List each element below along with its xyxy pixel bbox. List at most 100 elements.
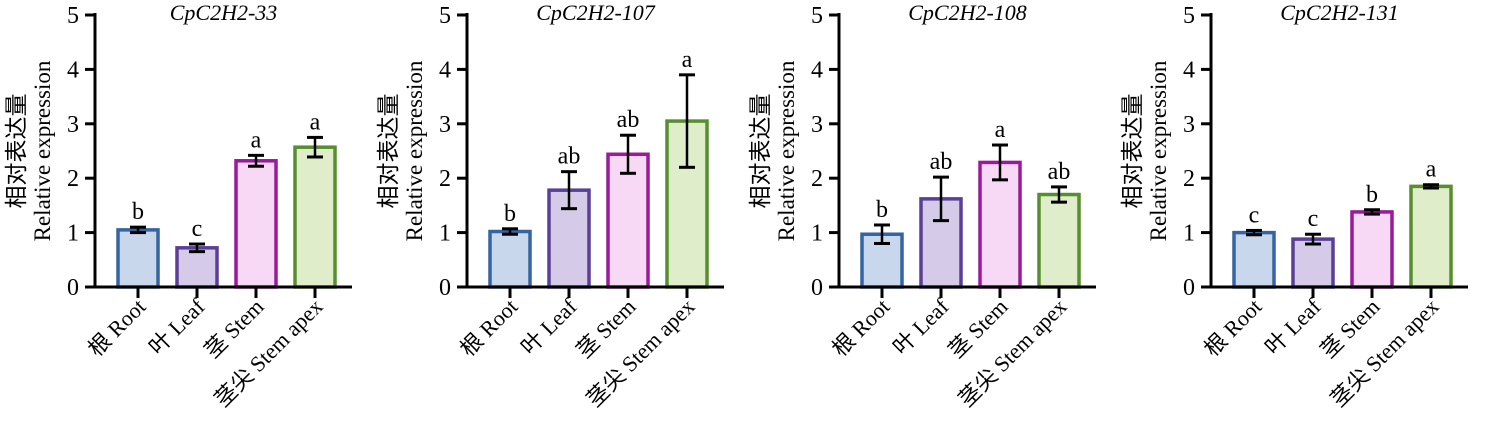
bar-leaf bbox=[1291, 237, 1335, 289]
y-axis-label-cn: 相对表达量 bbox=[748, 94, 773, 209]
error-bar bbox=[1305, 232, 1321, 246]
y-tick-label: 3 bbox=[811, 112, 823, 138]
y-axis-label-en: Relative expression bbox=[774, 60, 799, 241]
bar-root bbox=[1232, 230, 1276, 289]
y-axis-label-en: Relative expression bbox=[402, 60, 427, 241]
y-tick-label: 1 bbox=[1183, 221, 1195, 247]
error-bar bbox=[502, 227, 518, 236]
significance-letter: ab bbox=[1048, 159, 1071, 185]
bar-stem bbox=[978, 160, 1022, 289]
significance-letter: ab bbox=[617, 107, 640, 133]
error-bar bbox=[1246, 228, 1262, 237]
bar-root bbox=[116, 228, 160, 289]
significance-letter: a bbox=[251, 127, 262, 153]
x-tick-label: 叶 Leaf bbox=[516, 293, 582, 359]
y-tick-label: 0 bbox=[1183, 275, 1195, 301]
significance-letter: c bbox=[1249, 202, 1260, 228]
y-axis-label-cn: 相对表达量 bbox=[1120, 94, 1145, 209]
error-bar bbox=[307, 135, 323, 159]
y-tick-label: 3 bbox=[439, 112, 451, 138]
x-tick-label: 茎尖 Stem apex bbox=[1326, 294, 1444, 412]
bar-root bbox=[488, 229, 532, 289]
y-tick-label: 1 bbox=[811, 221, 823, 247]
bar-apex bbox=[1409, 184, 1453, 289]
x-tick-label: 根 Root bbox=[83, 294, 150, 361]
significance-letter: a bbox=[1426, 157, 1437, 183]
bar-stem bbox=[606, 152, 650, 289]
bar-apex bbox=[1037, 192, 1081, 289]
x-tick-label: 叶 Leaf bbox=[144, 293, 210, 359]
y-tick-label: 5 bbox=[811, 3, 823, 29]
y-tick-label: 5 bbox=[1183, 3, 1195, 29]
y-tick-label: 3 bbox=[67, 112, 79, 138]
error-bar bbox=[130, 225, 146, 235]
bar-apex bbox=[293, 145, 337, 289]
error-bar bbox=[1364, 208, 1380, 216]
y-tick-label: 1 bbox=[439, 221, 451, 247]
error-bar bbox=[189, 242, 205, 254]
error-bar bbox=[620, 133, 636, 175]
chart-title: CpC2H2-131 bbox=[1280, 0, 1399, 25]
bar-stem bbox=[234, 159, 278, 289]
y-tick-label: 0 bbox=[439, 275, 451, 301]
y-tick-label: 1 bbox=[67, 221, 79, 247]
x-tick-label: 根 Root bbox=[827, 294, 894, 361]
significance-letter: ab bbox=[558, 144, 581, 170]
error-bar bbox=[679, 73, 695, 169]
y-tick-label: 2 bbox=[1183, 166, 1195, 192]
x-tick-label: 茎尖 Stem apex bbox=[582, 294, 700, 412]
significance-letter: ab bbox=[930, 149, 953, 175]
x-tick-label: 根 Root bbox=[455, 294, 522, 361]
x-tick-label: 叶 Leaf bbox=[1260, 293, 1326, 359]
y-tick-label: 5 bbox=[67, 3, 79, 29]
error-bar bbox=[874, 223, 890, 245]
y-tick-label: 5 bbox=[439, 3, 451, 29]
error-bar bbox=[992, 143, 1008, 182]
y-axis-label-cn: 相对表达量 bbox=[376, 94, 401, 209]
x-tick-label: 叶 Leaf bbox=[888, 293, 954, 359]
significance-letter: c bbox=[1308, 206, 1319, 232]
y-axis-label-cn: 相对表达量 bbox=[4, 94, 29, 209]
chart-title: CpC2H2-108 bbox=[908, 0, 1027, 25]
y-tick-label: 2 bbox=[439, 166, 451, 192]
significance-letter: b bbox=[876, 197, 888, 223]
x-tick-label: 茎尖 Stem apex bbox=[210, 294, 328, 412]
y-tick-label: 4 bbox=[1183, 57, 1195, 83]
y-axis-label-en: Relative expression bbox=[30, 60, 55, 241]
significance-letter: c bbox=[192, 216, 203, 242]
y-tick-label: 2 bbox=[811, 166, 823, 192]
significance-letter: a bbox=[310, 109, 321, 135]
y-tick-label: 4 bbox=[439, 57, 451, 83]
y-tick-label: 4 bbox=[811, 57, 823, 83]
significance-letter: a bbox=[995, 117, 1006, 143]
y-axis-label-en: Relative expression bbox=[1146, 60, 1171, 241]
x-tick-label: 根 Root bbox=[1199, 294, 1266, 361]
y-tick-label: 3 bbox=[1183, 112, 1195, 138]
error-bar bbox=[248, 153, 264, 168]
x-tick-label: 茎尖 Stem apex bbox=[954, 294, 1072, 412]
significance-letter: b bbox=[504, 201, 516, 227]
y-tick-label: 4 bbox=[67, 57, 79, 83]
error-bar bbox=[933, 175, 949, 223]
error-bar bbox=[1051, 185, 1067, 204]
bar-leaf bbox=[175, 246, 219, 289]
significance-letter: b bbox=[1366, 182, 1378, 208]
chart-title: CpC2H2-107 bbox=[536, 0, 656, 25]
y-tick-label: 0 bbox=[67, 275, 79, 301]
y-tick-label: 0 bbox=[811, 275, 823, 301]
error-bar bbox=[1423, 183, 1439, 190]
y-tick-label: 2 bbox=[67, 166, 79, 192]
significance-letter: a bbox=[682, 47, 693, 73]
chart-title: CpC2H2-33 bbox=[170, 0, 278, 25]
error-bar bbox=[561, 170, 577, 211]
significance-letter: b bbox=[132, 199, 144, 225]
